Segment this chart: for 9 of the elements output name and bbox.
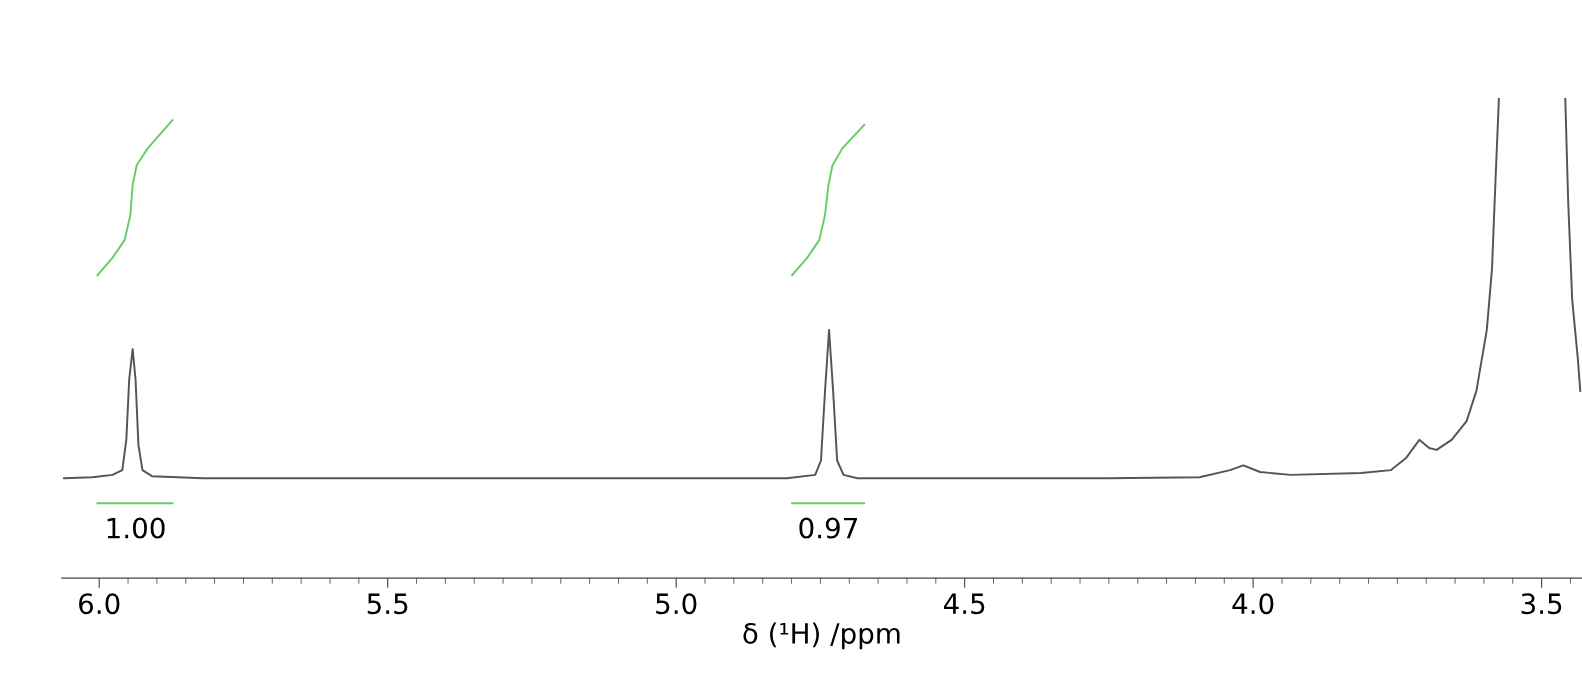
x-tick-label: 4.5 — [943, 593, 985, 615]
annotation: 1.00 — [107, 517, 165, 539]
x-tick-label: 5.5 — [367, 593, 408, 615]
annotation: 0.97 — [799, 517, 858, 539]
x-tick-label: 6.0 — [79, 593, 120, 615]
x-tick-label: 3.5 — [1521, 593, 1562, 615]
x-tick-label: 4.0 — [1232, 593, 1274, 615]
x-axis-title: δ (¹H) /ppm — [743, 622, 900, 650]
x-tick-label: 5.0 — [656, 593, 697, 615]
